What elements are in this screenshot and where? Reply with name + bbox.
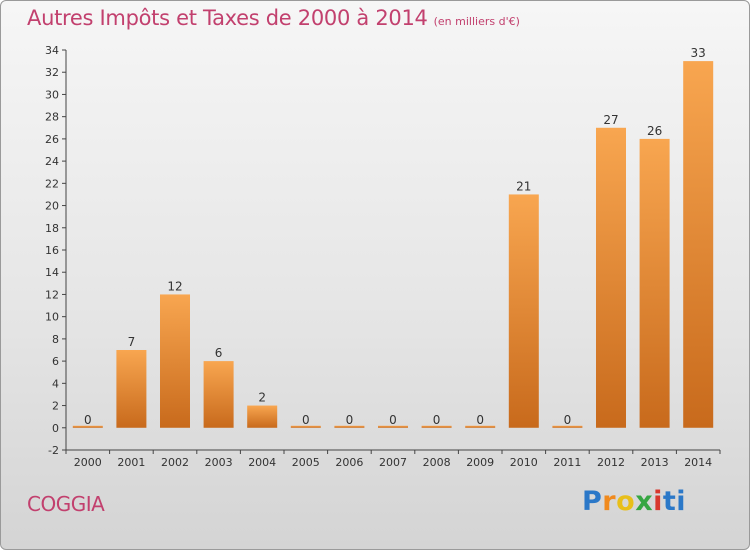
chart-title-text: Autres Impôts et Taxes de 2000 à 2014 [27,6,428,30]
logo-letter: i [653,486,663,517]
x-tick-label: 2013 [641,456,669,469]
logo-letter: r [602,486,617,517]
x-tick-label: 2005 [292,456,320,469]
proxiti-logo: Proxiti [582,486,686,517]
y-tick-label: 30 [45,88,59,101]
x-tick-label: 2001 [117,456,145,469]
bar-2013 [639,138,670,428]
bar-2005 [290,425,321,428]
data-label-2011: 0 [564,413,572,427]
bar-2014 [683,61,714,428]
bar-2004 [247,405,278,428]
y-tick-label: 8 [52,333,59,346]
bar-2002 [160,294,190,428]
x-tick-label: 2006 [335,456,363,469]
y-tick-label: 32 [45,66,59,79]
x-tick-label: 2003 [205,456,233,469]
bar-2012 [596,127,626,428]
logo-letter: P [582,486,603,517]
x-tick-label: 2014 [684,456,712,469]
y-tick-label: 34 [45,44,59,57]
data-label-2004: 2 [258,391,266,405]
chart-bars [72,61,714,428]
data-label-2005: 0 [302,413,310,427]
y-tick-label: 0 [52,422,59,435]
x-tick-label: 2000 [74,456,102,469]
y-tick-label: 4 [52,377,59,390]
bar-2001 [116,350,147,428]
y-tick-label: 20 [45,200,59,213]
x-tick-label: 2011 [553,456,581,469]
y-tick-label: 12 [45,288,59,301]
data-label-2002: 12 [167,279,182,293]
x-tick-label: 2012 [597,456,625,469]
bar-2003 [203,361,234,428]
x-tick-label: 2007 [379,456,407,469]
x-tick-label: 2010 [510,456,538,469]
chart-title: Autres Impôts et Taxes de 2000 à 2014 (en… [27,6,520,30]
data-label-2012: 27 [603,113,618,127]
y-tick-label: 24 [45,155,59,168]
bar-2008 [421,425,452,428]
y-tick-label: 10 [45,311,59,324]
logo-letter: o [616,486,636,517]
y-tick-label: 6 [52,355,59,368]
data-label-2013: 26 [647,124,662,138]
data-label-2009: 0 [476,413,484,427]
y-tick-label: 26 [45,133,59,146]
y-tick-label: 16 [45,244,59,257]
data-label-2014: 33 [691,46,706,60]
data-label-2008: 0 [433,413,441,427]
chart-unit-label: (en milliers d'€) [433,15,520,28]
commune-name: COGGIA [27,492,105,516]
x-tick-label: 2008 [423,456,451,469]
bar-2000 [72,425,103,428]
data-label-2003: 6 [215,346,223,360]
bar-2009 [465,425,496,428]
data-label-2001: 7 [128,335,136,349]
data-label-2006: 0 [346,413,354,427]
x-tick-label: 2002 [161,456,189,469]
y-tick-label: 2 [52,400,59,413]
y-tick-label: 22 [45,177,59,190]
y-tick-label: 28 [45,111,59,124]
y-tick-label: 14 [45,266,59,279]
data-label-2007: 0 [389,413,397,427]
logo-letter: x [635,486,654,517]
y-tick-label: 18 [45,222,59,235]
data-label-2000: 0 [84,413,92,427]
bar-2007 [378,425,408,428]
bar-2010 [508,194,539,428]
logo-letter: ti [662,486,687,517]
chart-data-labels: 0 7 12 6 2 0 0 0 0 0 21 0 27 26 33 [84,46,706,427]
y-tick-label: -2 [48,444,59,457]
bar-2011 [552,425,583,428]
data-label-2010: 21 [516,179,531,193]
bar-2006 [334,425,365,428]
x-tick-label: 2004 [248,456,276,469]
x-tick-label: 2009 [466,456,494,469]
